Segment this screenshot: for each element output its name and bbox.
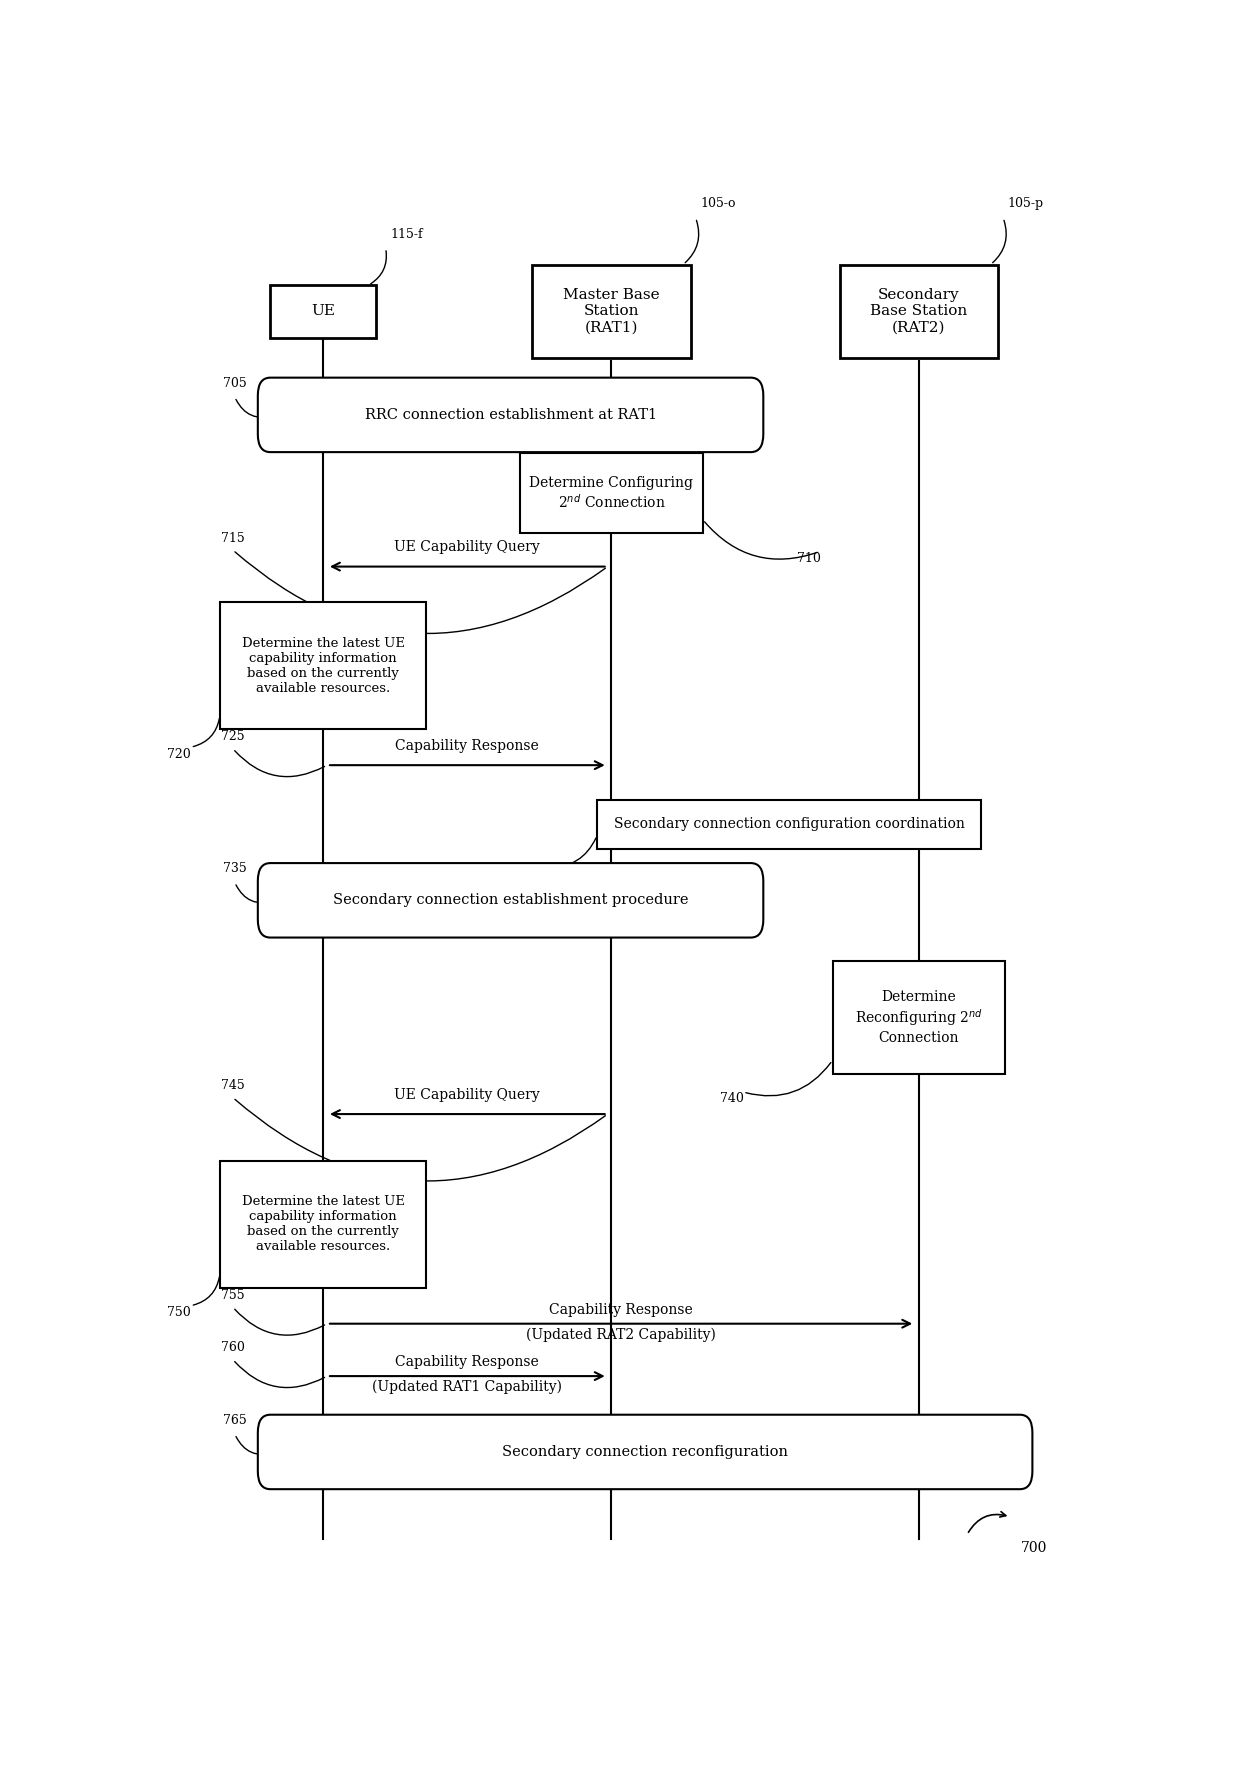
FancyBboxPatch shape	[596, 799, 982, 849]
Text: 720: 720	[167, 747, 191, 761]
Text: 715: 715	[221, 532, 244, 544]
Text: UE: UE	[311, 304, 335, 319]
Text: UE Capability Query: UE Capability Query	[394, 541, 541, 553]
FancyBboxPatch shape	[258, 863, 764, 937]
Text: Determine the latest UE
capability information
based on the currently
available : Determine the latest UE capability infor…	[242, 638, 404, 695]
Text: 105-o: 105-o	[701, 197, 735, 210]
Text: Capability Response: Capability Response	[549, 1302, 693, 1316]
Text: 105-p: 105-p	[1008, 197, 1044, 210]
FancyBboxPatch shape	[219, 602, 427, 729]
Text: 730: 730	[522, 867, 547, 881]
Text: Secondary
Base Station
(RAT2): Secondary Base Station (RAT2)	[870, 288, 967, 335]
Text: Determine Configuring
2$^{nd}$ Connection: Determine Configuring 2$^{nd}$ Connectio…	[529, 476, 693, 510]
Text: 750: 750	[167, 1306, 191, 1320]
Text: Capability Response: Capability Response	[396, 738, 539, 752]
Text: Determine the latest UE
capability information
based on the currently
available : Determine the latest UE capability infor…	[242, 1195, 404, 1254]
Text: Secondary connection establishment procedure: Secondary connection establishment proce…	[332, 894, 688, 908]
Text: Determine
Reconfiguring 2$^{nd}$
Connection: Determine Reconfiguring 2$^{nd}$ Connect…	[856, 990, 983, 1044]
Text: 760: 760	[221, 1341, 244, 1354]
Text: 745: 745	[221, 1078, 244, 1093]
FancyBboxPatch shape	[270, 285, 376, 338]
Text: (Updated RAT2 Capability): (Updated RAT2 Capability)	[526, 1327, 715, 1341]
Text: 740: 740	[719, 1093, 744, 1105]
FancyBboxPatch shape	[832, 962, 1006, 1075]
Text: 725: 725	[221, 731, 244, 743]
Text: 735: 735	[223, 863, 247, 876]
Text: Secondary connection reconfiguration: Secondary connection reconfiguration	[502, 1445, 789, 1460]
Text: UE Capability Query: UE Capability Query	[394, 1087, 541, 1101]
Text: Secondary connection configuration coordination: Secondary connection configuration coord…	[614, 817, 965, 831]
Text: 755: 755	[221, 1290, 244, 1302]
FancyBboxPatch shape	[532, 265, 691, 358]
FancyBboxPatch shape	[219, 1161, 427, 1288]
FancyBboxPatch shape	[258, 378, 764, 451]
Text: Master Base
Station
(RAT1): Master Base Station (RAT1)	[563, 288, 660, 335]
Text: Capability Response: Capability Response	[396, 1356, 539, 1368]
Text: 115-f: 115-f	[391, 227, 423, 240]
Text: 700: 700	[1021, 1542, 1048, 1555]
Text: 705: 705	[223, 378, 247, 390]
Text: 710: 710	[796, 552, 821, 564]
FancyBboxPatch shape	[521, 453, 703, 534]
Text: 765: 765	[223, 1415, 247, 1427]
FancyBboxPatch shape	[258, 1415, 1033, 1488]
FancyBboxPatch shape	[839, 265, 998, 358]
Text: RRC connection establishment at RAT1: RRC connection establishment at RAT1	[365, 408, 657, 423]
Text: (Updated RAT1 Capability): (Updated RAT1 Capability)	[372, 1379, 562, 1393]
